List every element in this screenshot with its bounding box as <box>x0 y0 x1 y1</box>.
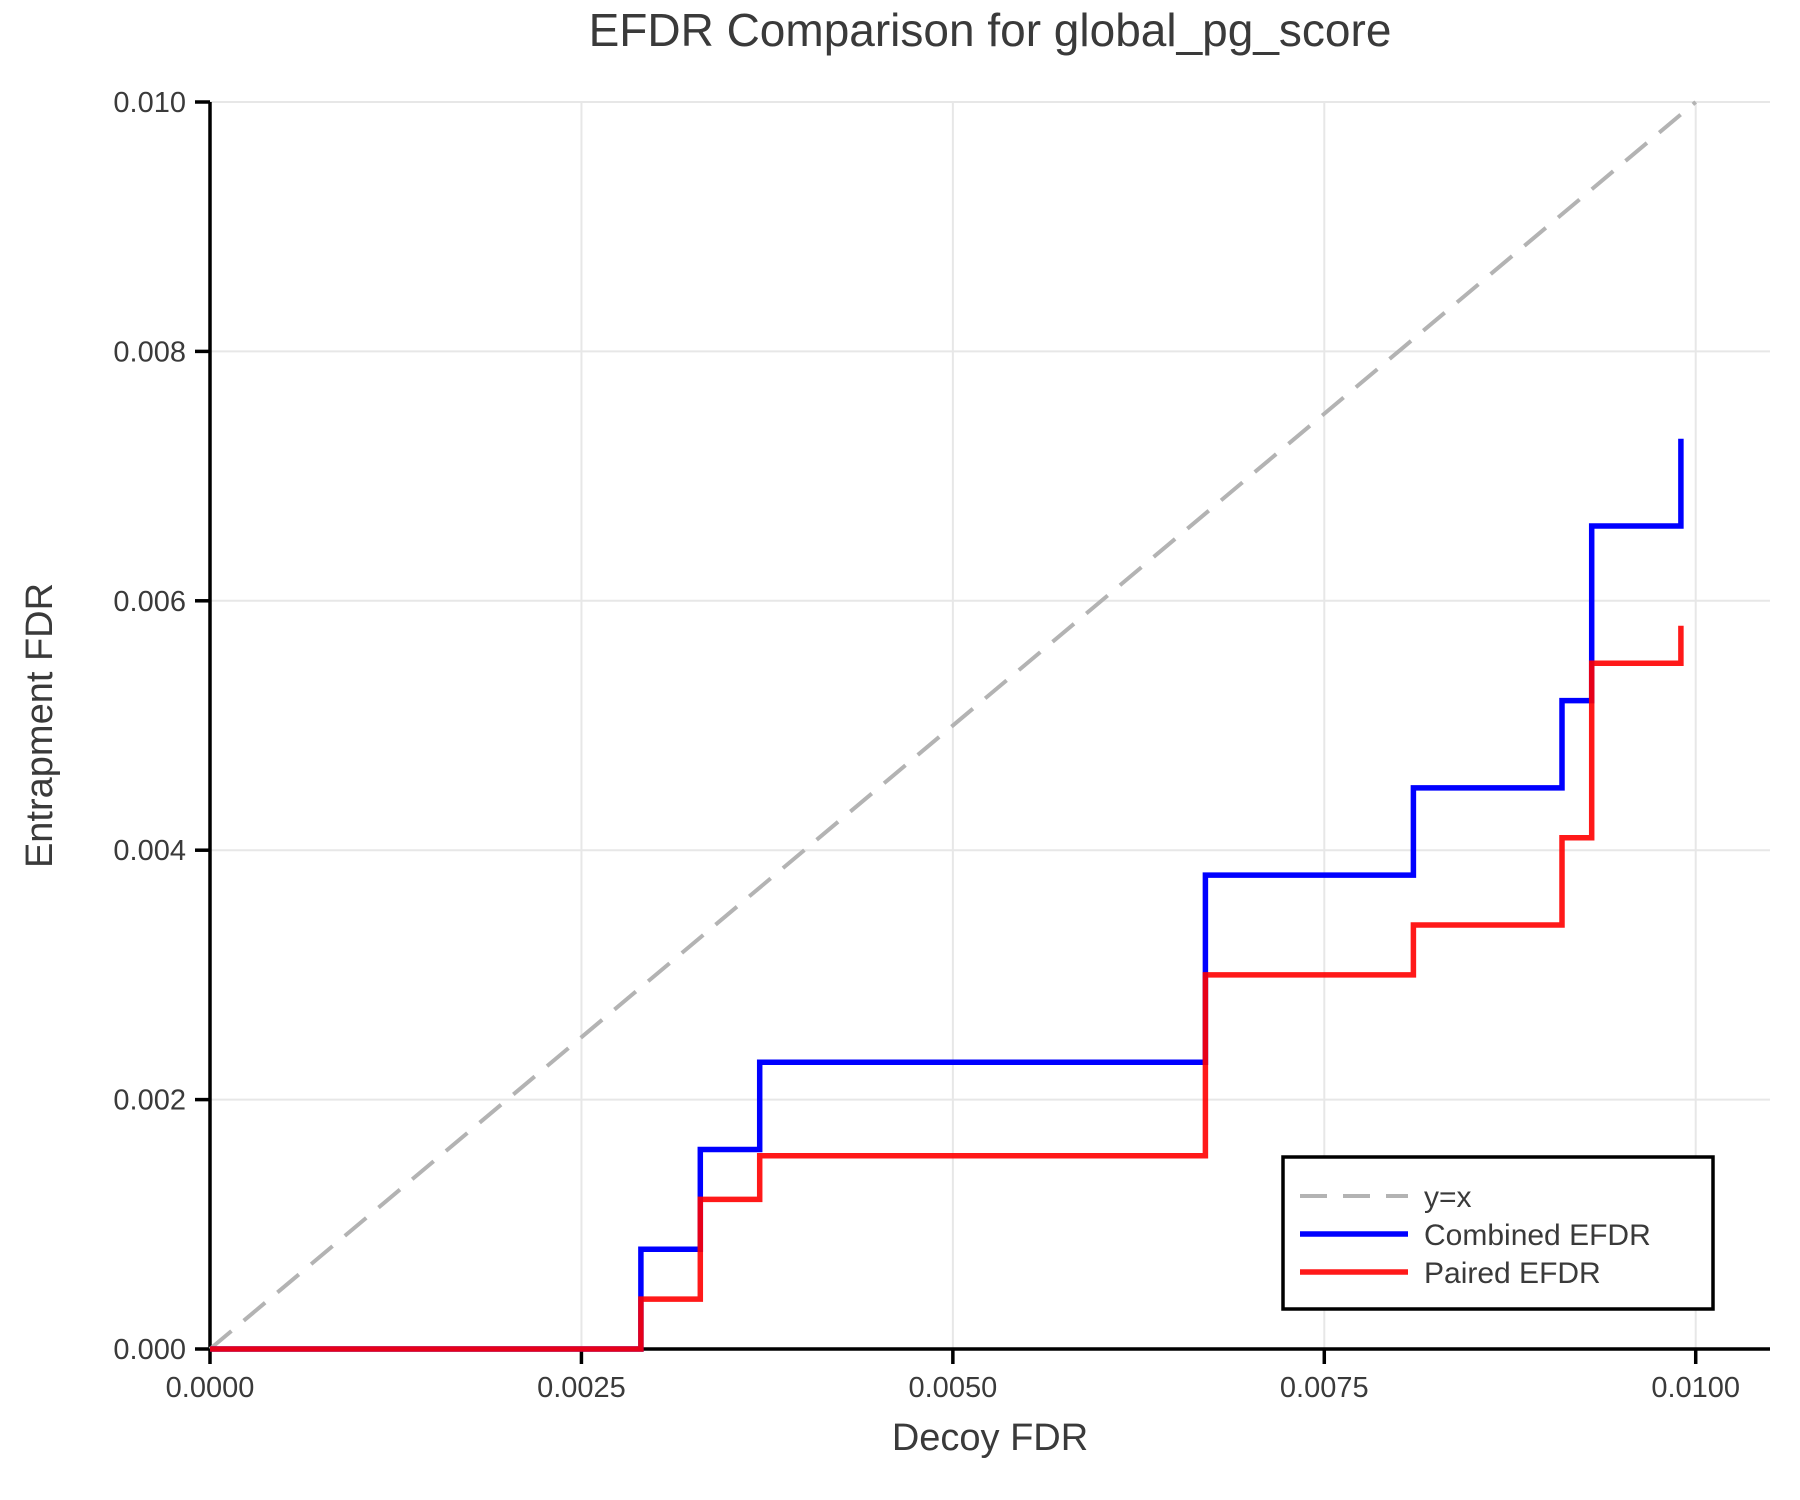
x-tick-label-0.0050: 0.0050 <box>909 1372 998 1404</box>
legend-label-combined-efdr: Combined EFDR <box>1424 1219 1651 1252</box>
x-axis-label: Decoy FDR <box>892 1417 1088 1459</box>
tick-layer <box>195 100 1698 1364</box>
y-tick-label-0.008: 0.008 <box>113 336 186 368</box>
x-tick-label-0.0025: 0.0025 <box>537 1372 626 1404</box>
combined-efdr-line <box>210 438 1684 1352</box>
y-axis-label: Entrapment FDR <box>19 583 61 868</box>
tick-label-layer: 0.0000 0.0025 0.0050 0.0075 0.0100 0.000 0.002… <box>113 87 1740 1404</box>
y-tick-label-0.006: 0.006 <box>113 586 186 618</box>
series-layer <box>208 100 1697 1352</box>
y-tick-label-0.004: 0.004 <box>113 835 186 867</box>
chart-title: EFDR Comparison for global_pg_score <box>589 4 1392 56</box>
legend: y=x Combined EFDR Paired EFDR <box>1281 1155 1715 1311</box>
x-tick-label-0.0075: 0.0075 <box>1280 1372 1369 1404</box>
x-tick-label-0.0100: 0.0100 <box>1651 1372 1740 1404</box>
x-tick-label-0.0000: 0.0000 <box>166 1372 255 1404</box>
legend-label-paired-efdr: Paired EFDR <box>1424 1257 1601 1290</box>
y-tick-label-0.002: 0.002 <box>113 1085 186 1117</box>
y-tick-label-0.010: 0.010 <box>113 87 186 119</box>
legend-label-y-x: y=x <box>1424 1181 1472 1214</box>
paired-efdr-line <box>210 625 1684 1352</box>
y-tick-label-0.000: 0.000 <box>113 1334 186 1366</box>
y-x-line <box>208 100 1697 1351</box>
